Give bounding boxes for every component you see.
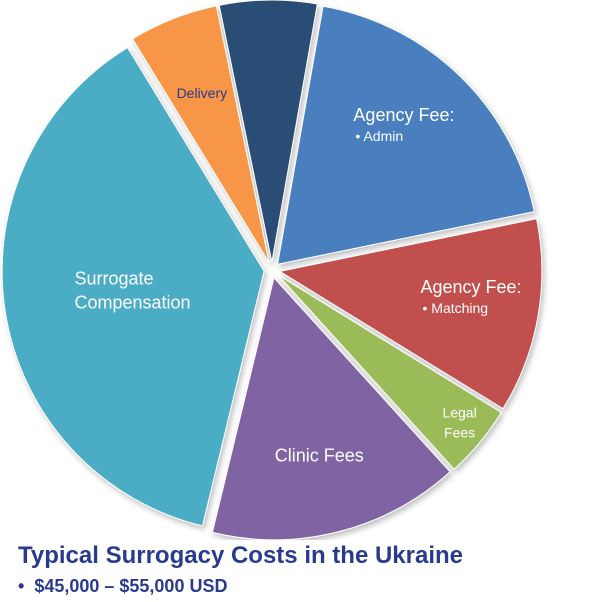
price-range: $45,000 – $55,000 USD [34,576,228,596]
slice-label-line: • Admin [355,128,403,144]
chart-subtitle: • $45,000 – $55,000 USD [18,576,227,597]
slice-label-clinic-fees: Clinic Fees [275,445,364,465]
pie-slice-agency-fee-matching [278,218,543,410]
chart-title: Typical Surrogacy Costs in the Ukraine [18,542,464,569]
slice-label-line: Agency Fee: [353,105,454,125]
slice-label-line: Surrogate [74,268,153,288]
subtitle-bullet: • [18,576,25,596]
slice-label-agency-fee-admin: Agency Fee: • Admin [353,105,454,144]
slice-label-line: Agency Fee: [420,277,521,297]
slice-label-line: Compensation [74,292,190,312]
slice-label-line: Legal [442,405,476,421]
pie-slice-delivery [131,5,270,263]
slice-label-surrogate-compensation: Surrogate Compensation [74,268,190,312]
pie-slice-agency-fee-admin [276,5,535,265]
slice-label-line: Clinic Fees [275,445,364,465]
slice-label-line: • Matching [422,300,488,316]
pie-chart: Agency Fee: • Admin Agency Fee: • Matching L… [1,0,543,540]
slice-label-line: Fees [444,425,475,441]
pie-slice-clinic-fees [211,276,451,540]
slice-label-agency-fee-matching: Agency Fee: • Matching [420,277,521,316]
pie-slice-surrogate-compensation [1,46,265,527]
pie-slice-post-delivery-services [218,0,318,263]
slice-label-line: Delivery [177,85,228,101]
pie-slice-legal-fees [277,274,502,470]
slice-label-legal-fees: Legal Fees [442,405,476,441]
slice-label-delivery: Delivery [177,85,228,101]
